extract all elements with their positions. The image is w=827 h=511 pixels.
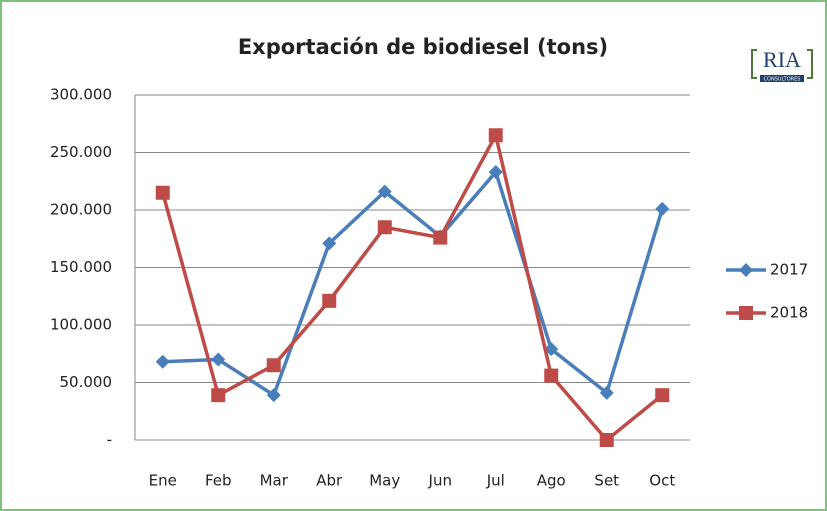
logo-subtext: CONSULTORES xyxy=(764,77,801,83)
point xyxy=(155,185,170,200)
x-tick-label: Set xyxy=(594,472,619,490)
y-tick-label: 300.000 xyxy=(50,86,112,104)
chart-title: Exportación de biodiesel (tons) xyxy=(238,35,608,59)
point xyxy=(211,388,226,403)
y-tick-label: - xyxy=(107,431,112,449)
point xyxy=(266,388,281,403)
point xyxy=(377,220,392,235)
point xyxy=(322,236,337,251)
series-line xyxy=(161,130,664,443)
y-tick-label: 100.000 xyxy=(50,316,112,334)
point xyxy=(377,184,392,199)
x-tick-label: Feb xyxy=(205,472,232,490)
legend-marker xyxy=(739,306,753,320)
x-tick-label: Mar xyxy=(260,472,289,490)
point xyxy=(322,293,337,308)
point xyxy=(266,358,281,373)
point xyxy=(488,165,503,180)
x-tick-label: Ene xyxy=(149,472,177,490)
logo-text: RIA xyxy=(763,47,801,72)
point xyxy=(544,342,559,357)
y-tick-label: 50.000 xyxy=(60,373,113,391)
series-line xyxy=(162,168,664,398)
x-tick-label: Jun xyxy=(428,472,452,490)
x-tick-label: May xyxy=(369,472,400,490)
x-tick-label: Ago xyxy=(537,472,566,490)
point xyxy=(599,385,614,400)
point xyxy=(544,368,559,383)
legend-label: 2018 xyxy=(770,304,808,322)
y-tick-label: 200.000 xyxy=(50,201,112,219)
x-tick-label: Jul xyxy=(486,472,505,490)
x-tick-label: Abr xyxy=(316,472,343,490)
logo-bracket xyxy=(751,49,813,79)
point xyxy=(433,230,448,245)
logo-band xyxy=(760,75,804,82)
y-tick-label: 150.000 xyxy=(50,258,112,276)
legend-marker xyxy=(739,263,753,277)
point xyxy=(488,128,503,143)
point xyxy=(211,352,226,367)
y-tick-label: 250.000 xyxy=(50,143,112,161)
point xyxy=(655,388,670,403)
point xyxy=(599,433,614,447)
x-tick-label: Oct xyxy=(649,472,675,490)
point xyxy=(155,354,170,369)
point xyxy=(655,201,670,216)
legend-label: 2017 xyxy=(770,261,808,279)
logo: RIA CONSULTORES xyxy=(751,47,813,83)
